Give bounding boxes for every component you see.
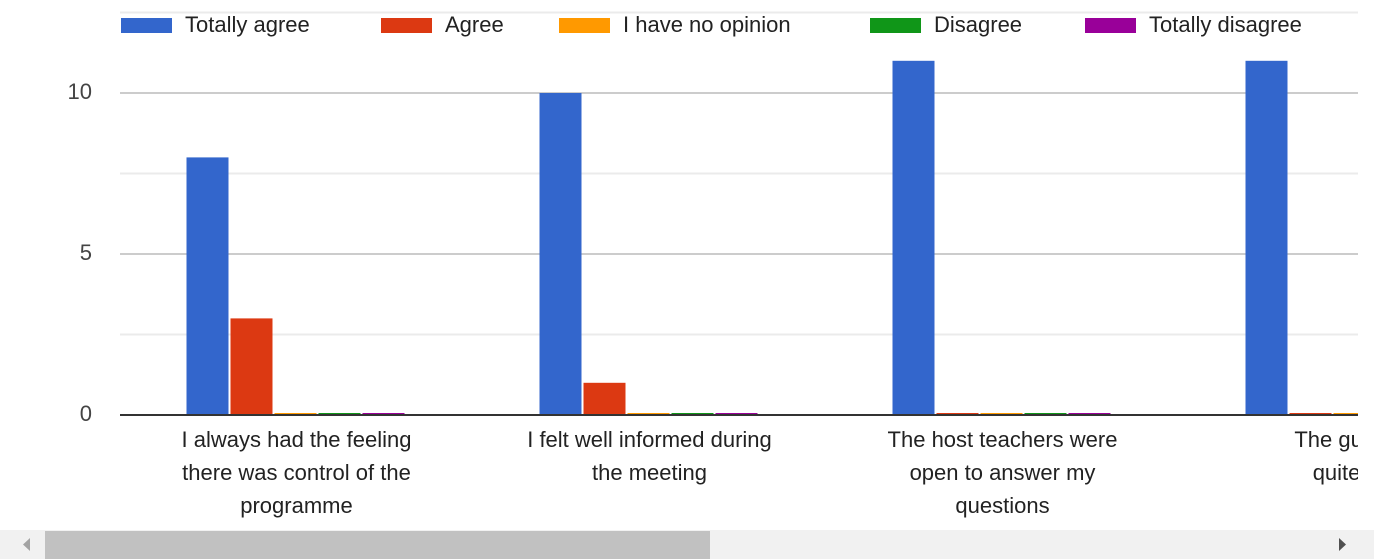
legend-swatch [559, 18, 610, 33]
x-tick-label: I always had the feeling [182, 427, 412, 452]
bar [186, 157, 229, 415]
scroll-left-arrow[interactable] [23, 538, 30, 551]
bar [892, 60, 935, 416]
legend-label: Totally disagree [1149, 12, 1302, 37]
x-tick-label: there was control of the [182, 460, 411, 485]
x-tick-label: programme [240, 493, 352, 518]
x-tick-label: I felt well informed during [527, 427, 772, 452]
x-tick-label: questions [955, 493, 1049, 518]
legend-label: Disagree [934, 12, 1022, 37]
legend-swatch [121, 18, 172, 33]
legend-label: Totally agree [185, 12, 310, 37]
scroll-right-arrow[interactable] [1339, 538, 1346, 551]
bar [1245, 60, 1288, 416]
x-tick-label: The guide of [1294, 427, 1374, 452]
bar [230, 318, 273, 415]
x-tick-label: the meeting [592, 460, 707, 485]
legend-label: I have no opinion [623, 12, 791, 37]
x-tick-label: quite pro [1313, 460, 1374, 485]
bar [539, 93, 582, 415]
y-tick-label: 5 [80, 240, 92, 265]
y-tick-label: 10 [68, 79, 92, 104]
x-tick-label: open to answer my [910, 460, 1096, 485]
y-tick-label: 0 [80, 401, 92, 426]
plot-area: 0 5 10 I always had the feeling there was co… [68, 11, 1374, 518]
x-tick-label: The host teachers were [888, 427, 1118, 452]
legend-swatch [381, 18, 432, 33]
legend: Totally agree Agree I have no opinion Disag… [121, 12, 1302, 37]
legend-swatch [1085, 18, 1136, 33]
legend-label: Agree [445, 12, 504, 37]
scrollbar[interactable] [0, 530, 1374, 559]
scroll-thumb[interactable] [45, 531, 710, 559]
bar [583, 382, 626, 415]
legend-swatch [870, 18, 921, 33]
